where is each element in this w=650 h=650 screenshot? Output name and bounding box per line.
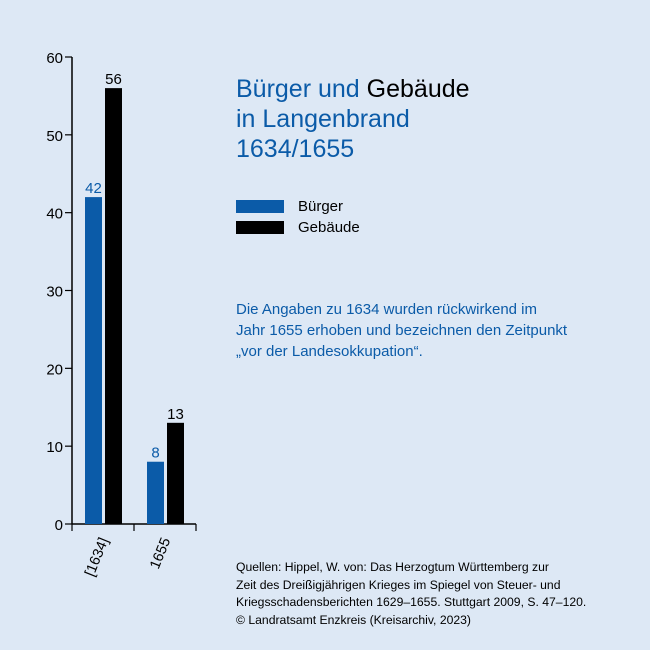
source-line: Kriegsschadensberichten 1629–1655. Stutt… [236, 595, 587, 609]
data-label: 56 [105, 71, 122, 88]
title-line3: 1634/1655 [236, 135, 355, 163]
y-axis: 0 10 20 30 40 50 60 [46, 50, 73, 534]
note-line: Die Angaben zu 1634 wurden rückwirkend i… [236, 301, 538, 318]
y-tick-label: 40 [46, 206, 63, 223]
value-labels: 42 8 56 13 [85, 71, 184, 462]
bar [167, 422, 184, 524]
legend-item-gebaeude: Gebäude [236, 217, 360, 237]
note-line: „vor der Landesokkupation“. [236, 343, 423, 360]
data-label: 42 [85, 180, 102, 197]
bar [105, 88, 122, 524]
data-label: 8 [151, 445, 159, 462]
legend-item-buerger: Bürger [236, 196, 360, 216]
source-line: Zeit des Dreißigjährigen Krieges im Spie… [236, 577, 561, 592]
note-text: Die Angaben zu 1634 wurden rückwirkend i… [236, 299, 636, 362]
x-tick-label: [1634] [82, 536, 112, 579]
y-tick-label: 60 [46, 50, 63, 67]
y-tick-label: 0 [55, 517, 63, 534]
bar [147, 461, 164, 524]
title-line1-blue: Bürger und [236, 75, 360, 103]
legend-swatch-buerger [236, 199, 284, 213]
legend: Bürger Gebäude [236, 196, 360, 238]
y-tick-label: 30 [46, 284, 63, 301]
y-tick-label: 20 [46, 361, 63, 378]
x-tick-label: 1655 [147, 536, 174, 572]
y-tick-label: 50 [46, 128, 63, 145]
legend-label-gebaeude: Gebäude [298, 218, 360, 236]
y-tick-label: 10 [46, 439, 63, 456]
legend-swatch-gebaeude [236, 220, 284, 234]
legend-label-buerger: Bürger [298, 197, 344, 215]
title-line1-black: Gebäude [366, 75, 470, 103]
data-label: 13 [167, 406, 184, 423]
note-line: Jahr 1655 erhoben und bezeichnen den Zei… [236, 322, 568, 339]
bar [85, 197, 102, 524]
bars [85, 88, 184, 524]
source-line: © Landratsamt Enzkreis (Kreisarchiv, 202… [236, 612, 471, 627]
source-line: Quellen: Hippel, W. von: Das Herzogtum W… [236, 560, 549, 574]
x-axis: [1634] 1655 [71, 523, 197, 579]
title-line2: in Langenbrand [236, 105, 410, 133]
source-text: Quellen: Hippel, W. von: Das Herzogtum W… [236, 559, 586, 629]
chart-title: Bürger und Gebäude in Langenbrand 1634/1… [236, 74, 470, 164]
